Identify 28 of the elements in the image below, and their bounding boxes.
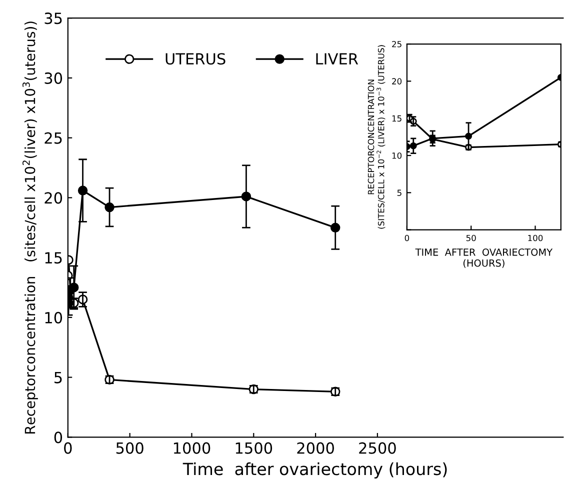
- x-tick-label: 2500: [359, 442, 396, 454]
- y-tick-label: 20: [392, 78, 402, 84]
- legend-label: LIVER: [316, 53, 358, 64]
- y-tick-label: 30: [44, 72, 62, 84]
- x-tick-label: 0: [404, 234, 410, 242]
- x-tick-label: 50: [466, 234, 476, 242]
- legend-label: UTERUS: [166, 53, 226, 65]
- y-tick-label: 0: [54, 432, 62, 444]
- x-tick-label: 1500: [236, 442, 272, 454]
- x-tick-label: 500: [116, 442, 144, 454]
- y-tick-label: 25: [392, 40, 402, 48]
- x-axis-title: TIME AFTER OVARIECTOMY (HOURS): [415, 248, 553, 268]
- y-tick-label: 15: [392, 115, 402, 122]
- y-tick-label: 10: [45, 312, 62, 324]
- x-tick-label: 0: [64, 442, 72, 454]
- y-axis-title: RECEPTORCONCENTRATION (SITES/CELL x 10$^{−2}$ (LIVER) x 10$^{−3}$ (UTERUS): [368, 45, 386, 229]
- x-axis-title: Time after ovariectomy (hours): [182, 462, 447, 478]
- y-axis-title: Receptorconcentration (sites/cell x10$^{2}$(liver) x10$^{3}$(uterus)): [22, 22, 38, 434]
- y-tick-label: 15: [45, 252, 62, 264]
- y-tick-label: 20: [44, 192, 62, 204]
- y-tick-label: 5: [397, 190, 402, 196]
- y-tick-label: 35: [44, 12, 62, 24]
- y-tick-label: 10: [392, 152, 402, 159]
- y-tick-label: 25: [44, 132, 62, 144]
- x-tick-label: 2000: [297, 442, 334, 454]
- y-tick-label: 5: [54, 372, 62, 384]
- x-tick-label: 1000: [174, 442, 210, 454]
- x-tick-label: 100: [528, 234, 543, 242]
